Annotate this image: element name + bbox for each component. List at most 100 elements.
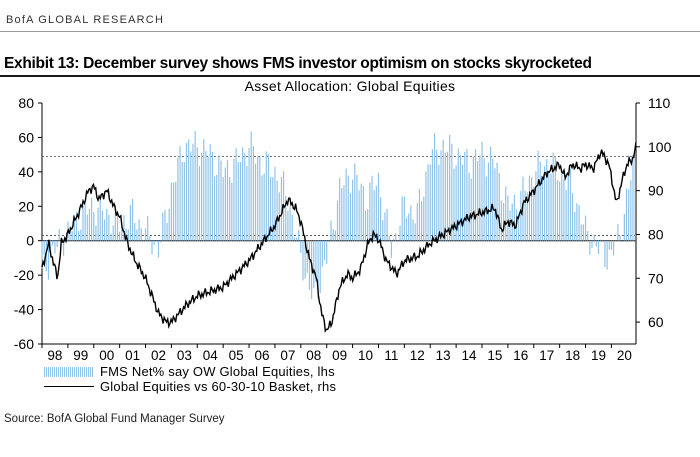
- bar: [474, 149, 477, 241]
- bar: [267, 154, 270, 241]
- bar: [438, 164, 440, 241]
- bar: [233, 158, 235, 241]
- bar: [382, 220, 384, 241]
- legend-label-bars: FMS Net% say OW Global Equities, lhs: [100, 364, 335, 379]
- bar: [114, 204, 116, 241]
- x-tick-label: 04: [203, 348, 219, 363]
- bar: [356, 174, 358, 241]
- bar: [628, 189, 630, 241]
- bar: [401, 196, 403, 241]
- bar: [431, 149, 433, 241]
- bar: [291, 214, 293, 241]
- bar: [565, 190, 567, 241]
- bar: [108, 214, 110, 241]
- bar: [561, 169, 563, 241]
- bar: [181, 162, 183, 241]
- bar: [619, 235, 621, 241]
- bar: [229, 177, 231, 241]
- bar: [505, 186, 507, 241]
- bar: [78, 231, 80, 241]
- bar: [567, 175, 569, 241]
- bar: [351, 179, 354, 241]
- x-tick-label: 07: [280, 348, 295, 363]
- series-line: [41, 142, 637, 334]
- bar: [157, 240, 160, 258]
- bar: [330, 220, 332, 241]
- bar: [380, 197, 382, 241]
- bar: [459, 155, 462, 241]
- bar: [584, 215, 587, 241]
- bar: [166, 222, 168, 241]
- bar: [418, 188, 421, 241]
- bar: [211, 151, 213, 241]
- bar: [250, 131, 252, 241]
- bar: [179, 145, 181, 241]
- x-tick-label: 17: [539, 348, 554, 363]
- bar: [127, 229, 129, 241]
- bar: [354, 163, 356, 241]
- bar: [492, 159, 494, 241]
- bar: [168, 208, 170, 241]
- bar: [88, 208, 91, 241]
- bar: [101, 210, 103, 241]
- bar: [496, 162, 498, 241]
- bar: [546, 158, 548, 241]
- bar: [524, 190, 526, 241]
- bar: [362, 186, 364, 241]
- bar: [56, 240, 58, 248]
- bar: [632, 154, 634, 241]
- bar: [388, 235, 390, 241]
- bar: [241, 147, 244, 241]
- bar: [427, 164, 429, 241]
- bar: [164, 210, 166, 241]
- bar: [224, 167, 226, 241]
- x-tick-label: 19: [591, 348, 606, 363]
- bar: [144, 228, 147, 241]
- legend-swatch-bars: [44, 366, 94, 377]
- bar: [54, 240, 56, 254]
- left-tick-label: 40: [18, 164, 34, 180]
- bar: [289, 206, 291, 241]
- bar: [52, 240, 54, 246]
- bar: [73, 215, 75, 241]
- bar: [106, 208, 108, 241]
- bar: [634, 149, 636, 241]
- bar: [604, 240, 606, 267]
- bar: [246, 165, 248, 241]
- x-tick-label: 10: [358, 348, 373, 363]
- bar: [177, 157, 179, 241]
- bar: [295, 237, 298, 241]
- bar: [140, 228, 142, 241]
- bar: [226, 159, 229, 241]
- bar: [403, 196, 405, 241]
- bar: [520, 190, 522, 241]
- bar: [625, 188, 628, 241]
- bar: [587, 230, 589, 241]
- bar: [610, 240, 613, 250]
- bar: [160, 240, 162, 243]
- bar: [617, 224, 619, 241]
- bar: [399, 225, 401, 241]
- bar: [203, 139, 205, 241]
- right-tick-label: 80: [648, 226, 664, 242]
- bar: [336, 200, 339, 241]
- bar: [436, 149, 438, 241]
- x-tick-label: 18: [565, 348, 580, 363]
- x-tick-label: 09: [332, 348, 347, 363]
- bar: [265, 151, 267, 241]
- x-tick-label: 02: [151, 348, 166, 363]
- left-tick-label: 80: [18, 95, 34, 111]
- bar: [194, 131, 196, 241]
- right-tick-label: 70: [648, 270, 664, 286]
- bar: [121, 223, 123, 241]
- left-tick-label: -20: [14, 267, 34, 283]
- bar: [91, 197, 93, 241]
- bar: [155, 240, 157, 243]
- bar: [364, 210, 367, 241]
- bar: [414, 223, 416, 241]
- bar: [472, 156, 474, 241]
- bar: [602, 240, 604, 242]
- bar: [272, 177, 274, 241]
- bar: [326, 240, 328, 264]
- bar: [334, 230, 336, 241]
